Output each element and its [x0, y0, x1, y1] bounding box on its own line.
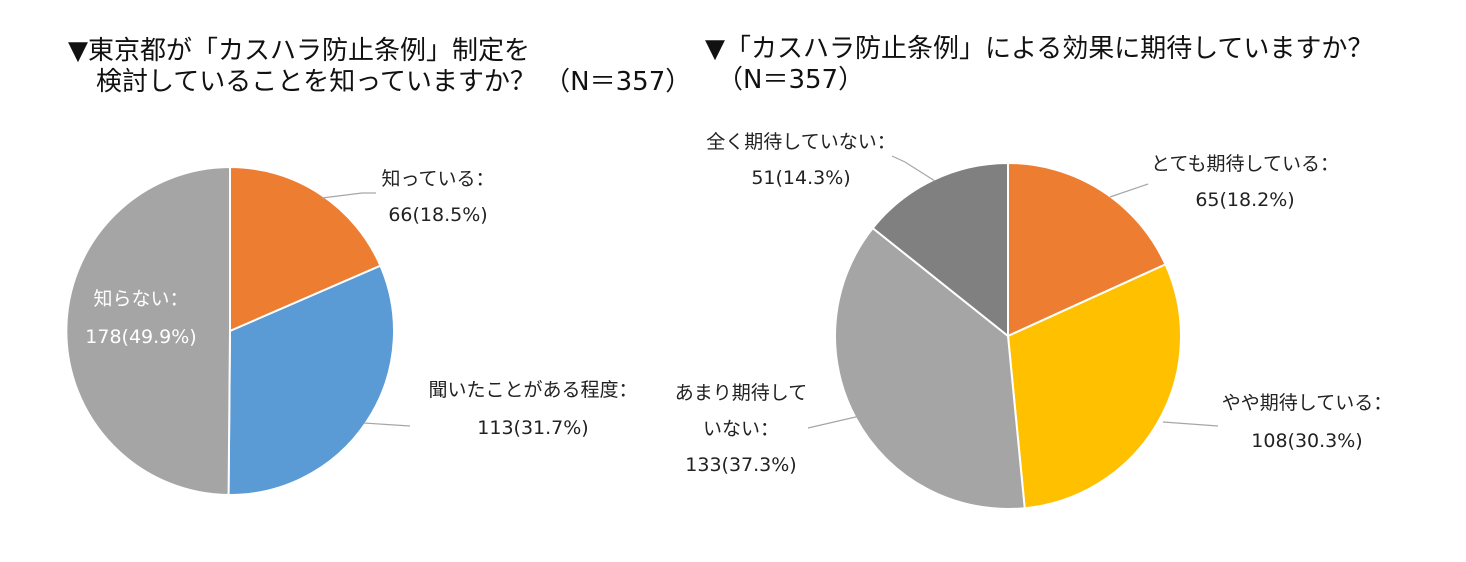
- chart1-title-line2: 検討していることを知っていますか？ （N＝357）: [96, 67, 692, 97]
- pie2-leader-line-1: [1162, 421, 1219, 427]
- pie1-label-name-1: 聞いたことがある程度：: [428, 379, 637, 401]
- pie2-slice-0: [1007, 161, 1167, 338]
- pie2-label-name-1: やや期待している：: [1222, 392, 1392, 414]
- chart2-title: ▼「カスハラ防止条例」による効果に期待していますか？ （N＝357）: [705, 34, 1373, 96]
- pie2-slice-1: [1006, 263, 1182, 510]
- pie1-label-value-0: 66(18.5%): [388, 204, 487, 226]
- pie2-slice-2: [834, 226, 1026, 510]
- pie2-leader-line-0: [1109, 183, 1149, 198]
- pie2-label-value-1: 108(30.3%): [1251, 430, 1362, 452]
- pie1-label-value-1: 113(31.7%): [477, 417, 588, 439]
- chart1-title-line1: ▼東京都が「カスハラ防止条例」制定を: [68, 36, 530, 66]
- pie1-label-0: 知っている： 66(18.5%): [381, 168, 494, 226]
- pie1-label-1: 聞いたことがある程度： 113(31.7%): [428, 379, 637, 439]
- chart2-title-line1: ▼「カスハラ防止条例」による効果に期待していますか？: [705, 34, 1374, 64]
- pie2-label-name-3: 全く期待していない：: [706, 131, 895, 153]
- chart1-title: ▼東京都が「カスハラ防止条例」制定を 検討していることを知っていますか？ （N＝…: [68, 36, 691, 98]
- pie1-label-name-2: 知らない：: [93, 288, 188, 310]
- chart2-title-line2: （N＝357）: [717, 65, 865, 95]
- pie1-slice-0: [229, 165, 382, 333]
- pie2-label-3: 全く期待していない： 51(14.3%): [706, 131, 895, 189]
- pie2-leader-line-3: [891, 155, 936, 182]
- pie2-label-name-2: あまり期待して: [675, 382, 807, 404]
- pie2-label-1: やや期待している： 108(30.3%): [1222, 392, 1392, 452]
- pie2-leader-line-2: [807, 415, 861, 429]
- pie1-leader-line-1: [363, 422, 411, 427]
- pie1-slice-2: [65, 165, 231, 497]
- pie1-leader-line-0: [321, 192, 376, 199]
- pie2-label-value-3: 51(14.3%): [751, 167, 850, 189]
- pie2-label-value-0: 65(18.2%): [1195, 189, 1294, 211]
- pie1-label-2: 知らない： 178(49.9%): [85, 288, 196, 348]
- pie1-slice-1: [227, 264, 395, 496]
- pie2-label-name-2: いない：: [703, 418, 779, 440]
- pie1-label-name-0: 知っている：: [381, 168, 494, 190]
- pie2-label-0: とても期待している： 65(18.2%): [1151, 153, 1339, 211]
- pie2-label-name-0: とても期待している：: [1151, 153, 1339, 175]
- pie1-label-value-2: 178(49.9%): [85, 326, 196, 348]
- pie2-label-value-2: 133(37.3%): [685, 454, 796, 476]
